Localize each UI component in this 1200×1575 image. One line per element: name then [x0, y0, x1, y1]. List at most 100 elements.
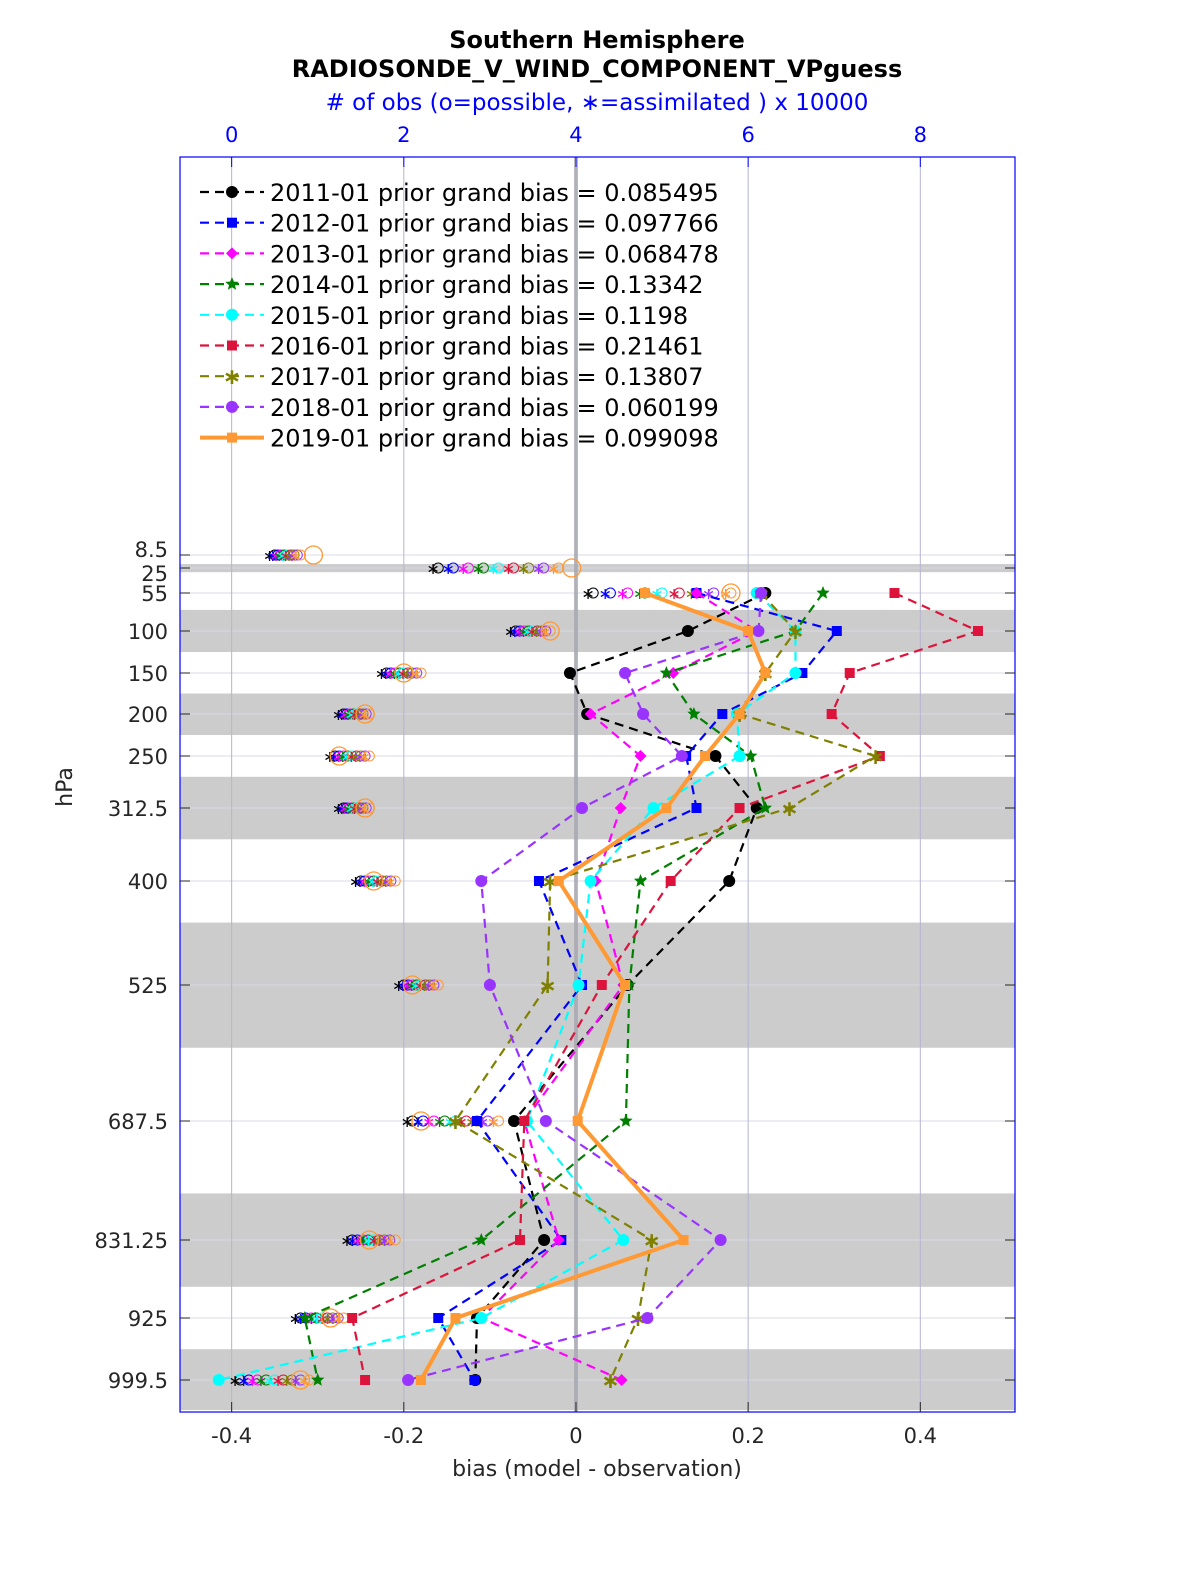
obs-possible-marker	[415, 667, 427, 679]
obs-assimilated-marker: ∗	[405, 664, 418, 683]
obs-possible-marker	[327, 1312, 339, 1324]
data-point	[972, 626, 983, 636]
data-point: ∗	[866, 745, 884, 770]
data-point	[614, 802, 627, 814]
legend: 2011-01 prior grand bias = 0.085495 2012-…	[200, 179, 719, 453]
series-line	[407, 592, 763, 1382]
obs-possible-marker	[406, 1115, 418, 1127]
obs-assimilated-marker: ∗	[581, 584, 594, 603]
obs-assimilated-marker: ∗	[279, 546, 292, 565]
obs-possible-marker	[424, 979, 436, 991]
obs-possible-marker-2019	[320, 1308, 341, 1328]
data-point	[433, 1313, 444, 1323]
obs-assimilated-marker: ∗	[547, 559, 560, 578]
obs-possible-marker	[389, 875, 401, 887]
legend-label: 2012-01 prior grand bias = 0.097766	[270, 210, 719, 238]
data-point	[734, 803, 745, 813]
obs-possible-marker	[538, 562, 550, 574]
obs-possible-marker	[378, 1234, 390, 1246]
data-point: ∗	[538, 974, 556, 999]
obs-assimilated-marker: ∗	[525, 622, 538, 641]
top-axis-label: # of obs (o=possible, ∗=assimilated ) x …	[326, 90, 869, 116]
data-point	[634, 750, 647, 762]
legend-label: 2015-01 prior grand bias = 0.1198	[270, 302, 688, 330]
obs-assimilated-marker: ∗	[254, 1371, 267, 1390]
obs-possible-marker	[360, 708, 372, 720]
obs-assimilated-marker: ∗	[358, 705, 371, 724]
obs-possible-marker-2019	[364, 871, 384, 891]
obs-possible-marker-2019	[303, 545, 324, 565]
legend-label: 2013-01 prior grand bias = 0.068478	[270, 240, 719, 268]
x-tick-label: -0.2	[383, 1424, 424, 1448]
series-line	[474, 592, 766, 1381]
obs-assimilated-marker: ∗	[508, 622, 521, 641]
data-point: ∗	[223, 365, 241, 390]
obs-possible-marker	[368, 875, 380, 887]
data-point	[483, 979, 496, 991]
obs-possible-marker	[346, 1234, 358, 1246]
obs-assimilated-marker: ∗	[335, 799, 348, 818]
obs-possible-marker	[725, 587, 737, 599]
obs-assimilated-marker: ∗	[289, 546, 302, 565]
series-line	[436, 591, 839, 1381]
data-point	[659, 666, 673, 679]
obs-possible-marker	[376, 875, 388, 887]
data-point: ∗	[601, 1369, 619, 1394]
data-point	[347, 1313, 358, 1323]
data-point	[733, 750, 746, 762]
data-point	[533, 876, 544, 886]
obs-possible-marker	[360, 802, 372, 814]
series-6	[347, 588, 983, 1385]
y-tick-label: 100	[128, 620, 168, 644]
obs-assimilated-marker: ∗	[353, 872, 366, 891]
y-tick-label: 312.5	[108, 797, 168, 821]
obs-assimilated-marker: ∗	[409, 664, 422, 683]
legend-entry: ∗ 2017-01 prior grand bias = 0.13807	[200, 363, 703, 391]
y-tick-label: 925	[128, 1307, 168, 1331]
obs-possible-marker-2019	[290, 1370, 311, 1390]
y-tick-label: 687.5	[108, 1110, 168, 1134]
top-tick-label: 4	[569, 123, 582, 147]
obs-possible-marker	[385, 875, 397, 887]
obs-assimilated-marker: ∗	[351, 705, 364, 724]
data-point	[227, 217, 237, 228]
obs-possible-marker	[243, 1374, 255, 1386]
obs-assimilated-marker: ∗	[340, 1231, 353, 1250]
data-point	[471, 1116, 482, 1126]
obs-assimilated-marker: ∗	[338, 705, 351, 724]
obs-assimilated-marker: ∗	[418, 976, 431, 995]
obs-possible-marker	[432, 979, 444, 991]
data-point	[844, 668, 855, 678]
obs-assimilated-marker: ∗	[341, 705, 354, 724]
obs-assimilated-marker: ∗	[345, 747, 358, 766]
obs-possible-marker	[493, 1115, 505, 1127]
obs-possible-marker	[350, 750, 362, 762]
y-axis-label: hPa	[53, 767, 78, 807]
data-point	[743, 626, 754, 636]
obs-assimilated-marker: ∗	[362, 1231, 375, 1250]
data-point	[226, 247, 238, 260]
data-point	[553, 876, 564, 886]
obs-assimilated-marker: ∗	[616, 584, 629, 603]
obs-possible-marker-2019	[411, 1111, 431, 1131]
obs-assimilated-marker: ∗	[273, 546, 286, 565]
obs-assimilated-marker: ∗	[379, 664, 392, 683]
obs-possible-marker	[604, 587, 616, 599]
data-point	[475, 875, 488, 887]
obs-possible-marker	[447, 562, 459, 574]
data-point: ∗	[780, 797, 798, 822]
obs-possible-marker	[536, 625, 548, 637]
obs-assimilated-marker: ∗	[405, 976, 418, 995]
obs-count-markers: ∗∗∗∗∗∗∗∗∗∗ ∗ ∗ ∗ ∗ ∗ ∗ ∗ ∗∗ ∗ ∗ ∗ ∗ ∗ ∗ ∗∗∗∗∗∗∗∗∗∗∗∗∗∗∗…	[228, 545, 741, 1390]
obs-assimilated-marker: ∗	[263, 1371, 276, 1390]
data-point	[584, 875, 597, 887]
data-point	[584, 708, 597, 720]
obs-possible-marker-2019	[540, 621, 560, 641]
data-point	[831, 626, 842, 636]
y-tick-label: 999.5	[108, 1369, 168, 1393]
obs-possible-marker	[419, 979, 431, 991]
obs-possible-marker	[587, 587, 599, 599]
data-point	[633, 874, 648, 887]
obs-assimilated-marker: ∗	[340, 747, 353, 766]
